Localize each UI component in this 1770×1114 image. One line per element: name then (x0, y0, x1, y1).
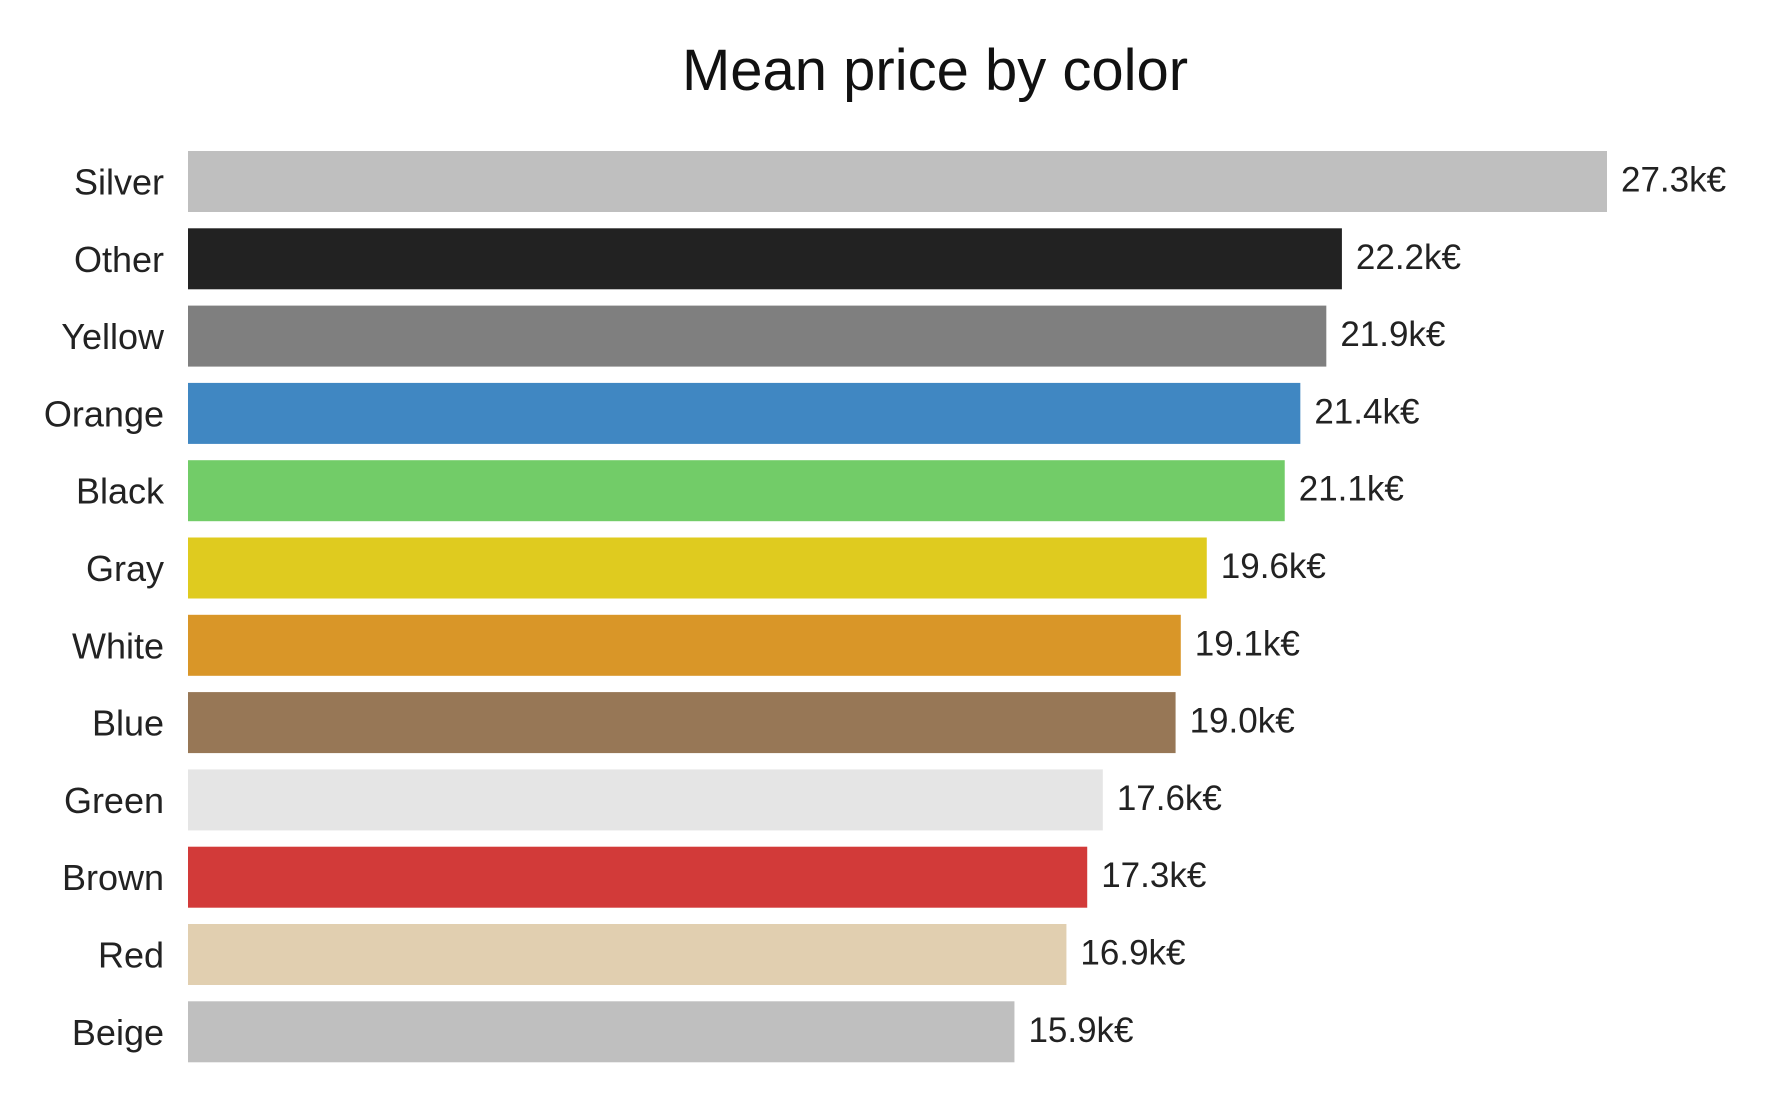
bar-yellow (188, 305, 1327, 367)
category-label-silver: Silver (74, 162, 164, 203)
category-label-other: Other (74, 239, 164, 280)
value-label-blue: 19.0k€ (1190, 702, 1295, 741)
category-label-black: Black (76, 471, 165, 512)
category-label-orange: Orange (44, 393, 164, 434)
bar-other (188, 228, 1342, 290)
category-label-blue: Blue (92, 703, 164, 744)
category-label-green: Green (64, 780, 164, 821)
bar-blue (188, 692, 1176, 754)
value-labels: 27.3k€ 22.2k€ 21.9k€ 21.4k€ 21.1k€ 19.6k€ 19.1… (1028, 161, 1726, 1050)
bar-red (188, 924, 1067, 985)
value-label-red: 16.9k€ (1080, 934, 1185, 973)
bar-white (188, 614, 1181, 676)
bars-group (188, 151, 1607, 1063)
value-label-yellow: 21.9k€ (1340, 315, 1445, 354)
bar-beige (188, 1001, 1015, 1063)
value-label-silver: 27.3k€ (1621, 161, 1726, 200)
value-label-other: 22.2k€ (1356, 238, 1461, 277)
category-label-beige: Beige (72, 1012, 164, 1053)
value-label-green: 17.6k€ (1117, 779, 1222, 818)
bar-orange (188, 382, 1301, 444)
bar-silver (188, 151, 1607, 212)
bar-brown (188, 846, 1088, 908)
category-label-red: Red (98, 935, 164, 976)
chart-title: Mean price by color (682, 38, 1188, 103)
bar-green (188, 769, 1103, 831)
category-label-gray: Gray (86, 548, 164, 589)
value-label-orange: 21.4k€ (1314, 392, 1419, 431)
category-labels: Silver Other Yellow Orange Black Gray White Blu… (44, 162, 165, 1053)
value-label-gray: 19.6k€ (1221, 547, 1326, 586)
category-label-yellow: Yellow (61, 316, 165, 357)
value-label-black: 21.1k€ (1299, 470, 1404, 509)
category-label-white: White (72, 625, 164, 666)
category-label-brown: Brown (62, 857, 164, 898)
value-label-white: 19.1k€ (1195, 624, 1300, 663)
bar-gray (188, 537, 1207, 599)
bar-black (188, 460, 1285, 522)
value-label-brown: 17.3k€ (1101, 856, 1206, 895)
value-label-beige: 15.9k€ (1028, 1011, 1133, 1050)
